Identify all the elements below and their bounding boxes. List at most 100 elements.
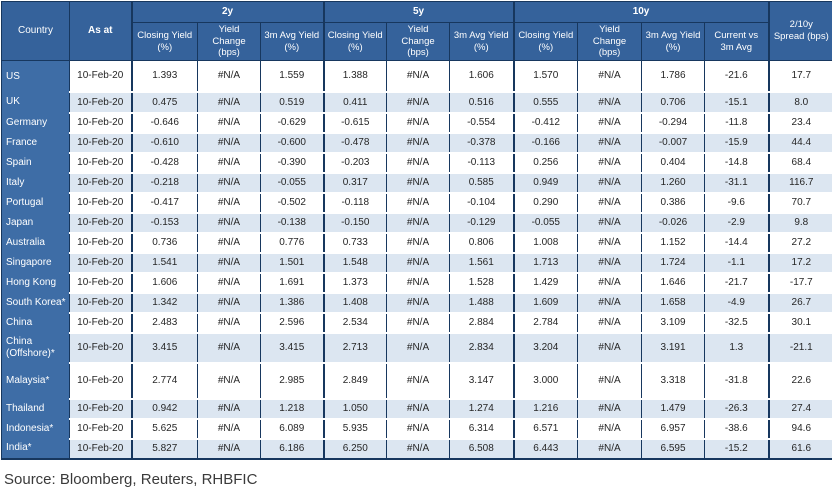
as-at-cell: 10-Feb-20 (69, 192, 132, 214)
header-sub-row: Closing Yield (%) Yield Change (bps) 3m … (2, 22, 832, 61)
value-cell: #N/A (386, 332, 450, 364)
value-cell: 0.585 (449, 172, 514, 194)
country-cell: Japan (1, 212, 70, 233)
value-cell: 1.388 (322, 60, 387, 93)
value-cell: -17.7 (767, 272, 832, 294)
as-at-cell: 10-Feb-20 (69, 91, 132, 114)
value-cell: 30.1 (767, 312, 832, 334)
value-cell: -14.4 (704, 232, 769, 254)
header-spread: 2/10y Spread (bps) (767, 1, 832, 61)
value-cell: -0.390 (259, 152, 324, 174)
value-cell: 1.050 (322, 398, 387, 420)
country-cell: Thailand (1, 398, 70, 419)
table-row: US 10-Feb-20 1.393 #N/A 1.559 1.388 #N/A 1.606 1… (1, 60, 832, 93)
value-cell: 2.834 (449, 332, 514, 364)
value-cell: #N/A (197, 60, 261, 93)
value-cell: -0.104 (449, 192, 514, 214)
table-row: Australia 10-Feb-20 0.736 #N/A 0.776 0.733 #N/… (1, 232, 832, 254)
value-cell: 1.501 (259, 252, 324, 274)
value-cell: 3.191 (641, 332, 705, 364)
value-cell: #N/A (386, 132, 450, 154)
value-cell: 70.7 (767, 192, 832, 214)
value-cell: 1.386 (259, 292, 324, 314)
value-cell: -0.615 (322, 112, 387, 134)
value-cell: 1.691 (259, 272, 324, 294)
country-cell: South Korea* (1, 292, 70, 313)
country-cell: China (Offshore)* (1, 332, 70, 363)
value-cell: -0.610 (130, 132, 198, 154)
value-cell: 2.596 (259, 312, 324, 334)
bond-yield-table: Country As at 2y 5y 10y 2/10y Spread (bp… (1, 1, 832, 460)
value-cell: -15.9 (704, 132, 769, 154)
value-cell: #N/A (386, 212, 450, 234)
as-at-cell: 10-Feb-20 (69, 212, 132, 234)
value-cell: 6.089 (259, 418, 324, 440)
value-cell: #N/A (577, 172, 642, 194)
value-cell: #N/A (386, 112, 450, 134)
table-row: India* 10-Feb-20 5.827 #N/A 6.186 6.250 #N/A 6.… (1, 438, 832, 460)
value-cell: #N/A (577, 152, 642, 174)
value-cell: 1.479 (641, 398, 705, 420)
header-5y-closing-yield: Closing Yield (%) (322, 22, 388, 61)
value-cell: 1.342 (130, 292, 198, 314)
value-cell: 6.957 (641, 418, 705, 440)
value-cell: 1.646 (641, 272, 705, 294)
value-cell: -0.113 (449, 152, 514, 174)
value-cell: 3.415 (130, 332, 198, 364)
value-cell: -0.055 (259, 172, 324, 194)
value-cell: 0.404 (641, 152, 705, 174)
value-cell: -0.138 (259, 212, 324, 234)
value-cell: 0.290 (512, 192, 578, 214)
table-row: South Korea* 10-Feb-20 1.342 #N/A 1.386 1.408… (1, 292, 832, 314)
value-cell: -15.1 (704, 91, 769, 114)
value-cell: 1.488 (449, 292, 514, 314)
value-cell: #N/A (386, 272, 450, 294)
country-cell: Spain (1, 152, 70, 173)
value-cell: #N/A (386, 418, 450, 440)
value-cell: 0.733 (322, 232, 387, 254)
value-cell: #N/A (577, 252, 642, 274)
value-cell: 1.724 (641, 252, 705, 274)
header-2y-closing-yield: Closing Yield (%) (130, 22, 198, 61)
value-cell: 5.827 (130, 438, 198, 460)
value-cell: 3.204 (512, 332, 578, 364)
as-at-cell: 10-Feb-20 (69, 292, 132, 314)
value-cell: 1.218 (259, 398, 324, 420)
table-row: Hong Kong 10-Feb-20 1.606 #N/A 1.691 1.373 #N/… (1, 272, 832, 294)
value-cell: #N/A (197, 252, 261, 274)
value-cell: 0.519 (259, 91, 324, 114)
value-cell: #N/A (197, 91, 261, 114)
value-cell: -21.6 (704, 60, 769, 93)
value-cell: 2.483 (130, 312, 198, 334)
value-cell: #N/A (386, 362, 450, 400)
value-cell: #N/A (197, 212, 261, 234)
value-cell: #N/A (197, 332, 261, 364)
value-cell: #N/A (386, 172, 450, 194)
value-cell: #N/A (197, 192, 261, 214)
value-cell: -9.6 (704, 192, 769, 214)
country-cell: Indonesia* (1, 418, 70, 439)
value-cell: #N/A (197, 312, 261, 334)
value-cell: #N/A (197, 438, 261, 460)
table-row: Thailand 10-Feb-20 0.942 #N/A 1.218 1.050 #N/A… (1, 398, 832, 420)
value-cell: 1.260 (641, 172, 705, 194)
country-cell: France (1, 132, 70, 153)
value-cell: #N/A (577, 438, 642, 460)
value-cell: -0.412 (512, 112, 578, 134)
header-10y-closing-yield: Closing Yield (%) (512, 22, 579, 61)
value-cell: 1.713 (512, 252, 578, 274)
as-at-cell: 10-Feb-20 (69, 60, 132, 93)
value-cell: #N/A (577, 398, 642, 420)
value-cell: 2.784 (512, 312, 578, 334)
value-cell: 9.8 (767, 212, 832, 234)
value-cell: 6.314 (449, 418, 514, 440)
value-cell: 6.571 (512, 418, 578, 440)
value-cell: #N/A (386, 232, 450, 254)
value-cell: 23.4 (767, 112, 832, 134)
value-cell: 1.786 (641, 60, 705, 93)
value-cell: 22.6 (767, 362, 832, 400)
value-cell: 8.0 (767, 91, 832, 114)
value-cell: 2.713 (322, 332, 387, 364)
table-row: China 10-Feb-20 2.483 #N/A 2.596 2.534 #N/A 2.8… (1, 312, 832, 334)
as-at-cell: 10-Feb-20 (69, 112, 132, 134)
